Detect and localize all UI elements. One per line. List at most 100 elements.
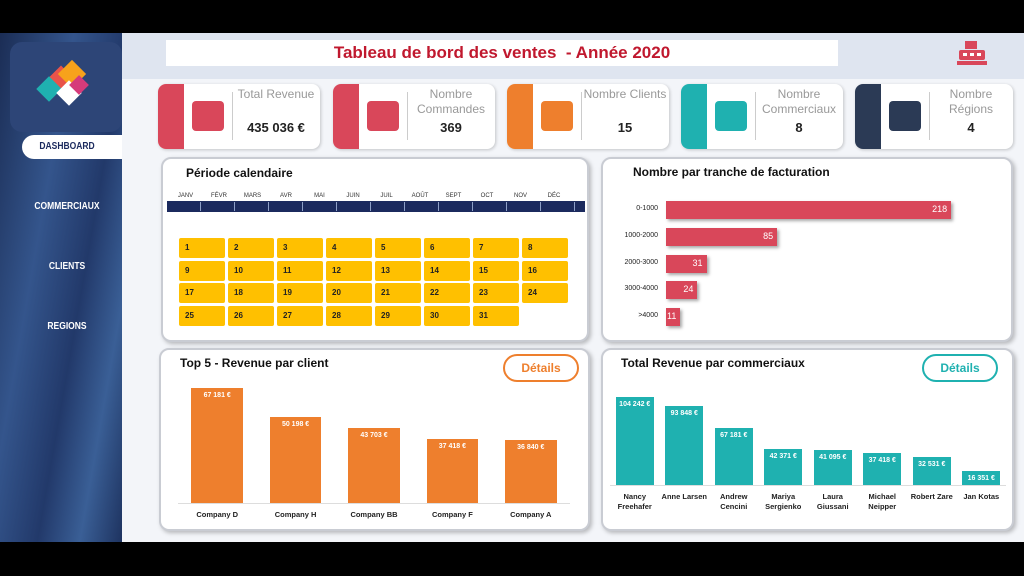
category-label: Anne Larsen <box>661 492 707 501</box>
day-cell[interactable]: 12 <box>326 260 372 281</box>
value-label: 104 242 € <box>619 400 651 408</box>
category-label: 2000-3000 <box>624 258 658 266</box>
day-cell[interactable]: 7 <box>473 238 519 258</box>
value-label: 67 181 € <box>720 432 748 440</box>
value-label: 50 198 € <box>281 420 310 428</box>
category-label: 3000-4000 <box>624 285 658 293</box>
month-cell[interactable] <box>408 202 439 211</box>
day-cell[interactable]: 11 <box>277 260 323 281</box>
category-label: Company H <box>274 510 317 519</box>
day-cell[interactable]: 28 <box>326 305 372 326</box>
category-label: 1000-2000 <box>624 231 658 239</box>
month-label[interactable]: MAI <box>314 193 325 199</box>
bar <box>666 201 952 220</box>
day-cell[interactable]: 4 <box>326 238 372 258</box>
value-label: 37 418 € <box>438 442 466 450</box>
bar <box>666 254 707 273</box>
month-label[interactable]: OCT <box>480 193 494 199</box>
month-label[interactable]: NOV <box>513 193 527 199</box>
day-cell[interactable]: 21 <box>375 283 421 303</box>
month-label[interactable]: DÉC <box>547 193 561 199</box>
day-cell[interactable]: 31 <box>473 305 519 326</box>
month-cell[interactable] <box>204 202 235 211</box>
month-cell[interactable] <box>238 202 269 211</box>
value-label: 37 418 € <box>868 457 896 465</box>
month-cell[interactable] <box>476 202 507 211</box>
day-cell[interactable]: 27 <box>277 305 323 326</box>
month-cell[interactable] <box>306 202 337 211</box>
bar <box>813 450 852 485</box>
day-cell[interactable]: 19 <box>277 283 323 303</box>
kpi-icon <box>541 101 573 131</box>
day-cell[interactable]: 14 <box>424 260 470 281</box>
month-label[interactable]: JANV <box>177 193 194 199</box>
day-cell[interactable]: 29 <box>375 305 421 326</box>
category-label: Company F <box>431 510 473 519</box>
bar <box>666 227 778 246</box>
month-cell[interactable] <box>170 202 201 211</box>
day-cell[interactable]: 30 <box>424 305 470 326</box>
day-cell[interactable]: 23 <box>473 283 519 303</box>
kpi-card <box>855 84 1013 149</box>
day-cell[interactable]: 25 <box>179 305 225 326</box>
day-cell[interactable]: 26 <box>228 305 274 326</box>
bar <box>764 449 803 485</box>
kpi-stripe <box>333 84 359 149</box>
month-label[interactable]: MARS <box>243 193 262 199</box>
calendar-title: Période calendaire <box>186 166 293 180</box>
day-cell[interactable]: 5 <box>375 238 421 258</box>
nav-item[interactable]: COMMERCIAUX <box>34 201 100 212</box>
kpi-value: 8 <box>795 120 803 135</box>
month-label[interactable]: AVR <box>280 193 292 199</box>
kpi-stripe <box>855 84 881 149</box>
month-cell[interactable] <box>544 202 575 211</box>
month-label[interactable]: JUIL <box>380 193 393 199</box>
day-cell[interactable]: 24 <box>522 283 568 303</box>
day-cell[interactable]: 1 <box>179 238 225 258</box>
details-button[interactable]: Détails <box>503 354 579 382</box>
details-button[interactable]: Détails <box>922 354 998 382</box>
kpi-divider <box>581 92 582 140</box>
day-cell[interactable]: 16 <box>522 260 568 281</box>
kpi-stripe <box>507 84 533 149</box>
month-label[interactable]: JUIN <box>346 193 360 199</box>
kpi-label: Nombre Régions <box>948 87 994 116</box>
title-box <box>166 40 838 66</box>
value-label: 24 <box>683 284 694 295</box>
nav-item[interactable]: CLIENTS <box>48 261 86 272</box>
month-cell[interactable] <box>442 202 473 211</box>
month-cell[interactable] <box>340 202 371 211</box>
day-cell[interactable]: 18 <box>228 283 274 303</box>
month-label[interactable]: FÉVR <box>210 193 227 199</box>
day-cell[interactable]: 13 <box>375 260 421 281</box>
month-cell[interactable] <box>374 202 405 211</box>
category-label: Company D <box>196 510 239 519</box>
day-cell[interactable]: 3 <box>277 238 323 258</box>
day-cell[interactable]: 10 <box>228 260 274 281</box>
month-label[interactable]: AOÛT <box>411 193 429 199</box>
day-cell[interactable]: 15 <box>473 260 519 281</box>
kpi-card <box>681 84 843 149</box>
nav-item[interactable]: REGIONS <box>47 321 87 332</box>
day-cell[interactable]: 6 <box>424 238 470 258</box>
month-label[interactable]: SEPT <box>445 193 462 199</box>
value-label: 31 <box>692 257 703 268</box>
nav-item[interactable]: DASHBOARD <box>39 141 95 152</box>
value-label: 218 <box>932 204 948 215</box>
bar <box>615 396 654 485</box>
day-cell[interactable]: 22 <box>424 283 470 303</box>
category-label: 0-1000 <box>636 205 658 213</box>
month-cell[interactable] <box>510 202 541 211</box>
day-cell[interactable]: 17 <box>179 283 225 303</box>
day-cell[interactable]: 2 <box>228 238 274 258</box>
kpi-divider <box>929 92 930 140</box>
chart-title: Nombre par tranche de facturation <box>633 165 830 179</box>
bar <box>863 453 902 485</box>
day-cell[interactable]: 8 <box>522 238 568 258</box>
day-cell[interactable]: 20 <box>326 283 372 303</box>
bar <box>191 387 244 503</box>
month-cell[interactable] <box>272 202 303 211</box>
chart-title: Total Revenue par commerciaux <box>621 356 805 370</box>
day-cell[interactable]: 9 <box>179 260 225 281</box>
